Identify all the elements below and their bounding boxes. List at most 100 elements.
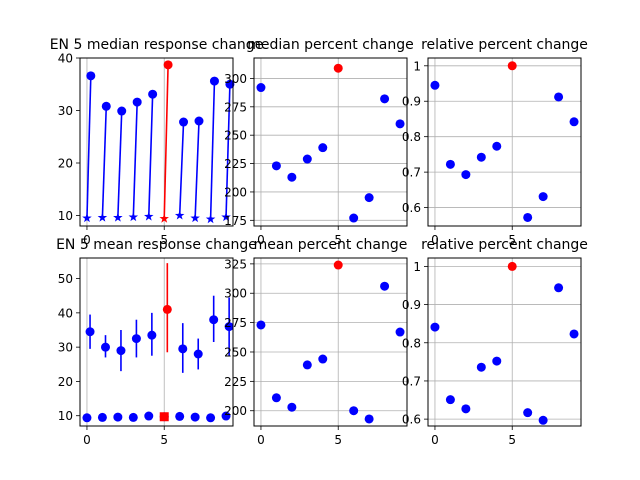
scatter-point (333, 260, 343, 270)
panel-title: median percent change (247, 37, 414, 53)
y-tick-label: 10 (58, 209, 73, 223)
stem-base-marker (221, 212, 231, 222)
y-tick-label: 1 (413, 59, 421, 73)
stem-line (178, 122, 185, 216)
mean-point (209, 315, 219, 325)
y-tick-label: 225 (224, 375, 247, 389)
scatter-point (523, 212, 533, 222)
x-tick-label: 5 (508, 233, 516, 247)
scatter-point (430, 322, 440, 332)
stem-top-marker (101, 101, 111, 111)
stem-line (147, 94, 154, 217)
y-tick-label: 275 (224, 316, 247, 330)
y-tick-label: 325 (224, 257, 247, 271)
y-tick-label: 10 (58, 409, 73, 423)
stem-base-marker (205, 214, 216, 224)
x-tick-label: 0 (431, 433, 439, 447)
chart-panel-4: 0 5 200 225 250 275 300 325 mean percent change (224, 237, 408, 447)
scatter-point (333, 63, 343, 73)
base-point (206, 413, 216, 423)
axes-frame (253, 57, 408, 227)
scatter-point (523, 408, 533, 418)
x-tick-label: 0 (257, 433, 265, 447)
stem-top-marker (163, 60, 173, 70)
scatter-point (380, 94, 390, 104)
scatter-point (364, 193, 374, 203)
y-tick-label: 275 (224, 100, 247, 114)
stem-top-marker (179, 117, 189, 127)
stem-base-marker (159, 213, 169, 223)
scatter-point (256, 320, 266, 330)
y-tick-label: 200 (224, 185, 247, 199)
y-tick-label: 1 (413, 260, 421, 274)
scatter-point (302, 154, 312, 164)
y-tick-label: 40 (58, 306, 73, 320)
y-tick-label: 40 (58, 52, 73, 66)
scatter-point (349, 213, 359, 223)
y-tick-label: 30 (58, 341, 73, 355)
axes-frame (427, 57, 582, 227)
stem-top-marker (86, 71, 96, 81)
stem-line (225, 84, 231, 218)
scatter-point (538, 415, 548, 425)
y-tick-label: 0.9 (402, 298, 421, 312)
x-tick-label: 0 (431, 233, 439, 247)
scatter-point (430, 80, 440, 90)
stem-line (101, 106, 108, 218)
base-point (190, 412, 200, 422)
scatter-point (364, 414, 374, 424)
y-tick-label: 30 (58, 104, 73, 118)
scatter-point (569, 329, 579, 339)
base-point (175, 411, 185, 421)
stem-base-marker (174, 210, 185, 220)
base-point (128, 412, 138, 422)
y-tick-label: 0.6 (402, 413, 421, 427)
y-tick-label: 300 (224, 72, 247, 86)
y-tick-label: 0.8 (402, 336, 421, 350)
panel-title: relative percent change (421, 237, 588, 253)
mean-point (85, 327, 95, 337)
x-tick-label: 0 (83, 233, 91, 247)
panel-title: relative percent change (421, 37, 588, 53)
scatter-point (569, 117, 579, 127)
x-tick-label: 5 (334, 433, 342, 447)
stem-base-marker (97, 212, 108, 222)
panel-title: EN 5 median response change (50, 37, 264, 53)
mean-point (224, 322, 234, 332)
stem-top-marker (225, 79, 235, 89)
y-tick-label: 0.6 (402, 201, 421, 215)
base-point (144, 411, 154, 421)
panel-title: mean percent change (254, 237, 408, 253)
scatter-point (492, 141, 502, 151)
scatter-point (445, 159, 455, 169)
mean-point (178, 344, 188, 354)
y-tick-label: 250 (224, 129, 247, 143)
x-tick-label: 0 (83, 433, 91, 447)
scatter-point (256, 83, 266, 93)
stem-line (86, 75, 92, 219)
stem-top-marker (148, 89, 158, 99)
scatter-point (271, 161, 281, 171)
y-tick-label: 300 (224, 287, 247, 301)
scatter-point (461, 170, 471, 180)
y-tick-label: 20 (58, 375, 73, 389)
scatter-point (302, 360, 312, 370)
stem-top-marker (117, 106, 127, 116)
scatter-point (271, 393, 281, 403)
base-point (97, 412, 107, 422)
axes-frame (427, 257, 582, 427)
y-tick-label: 50 (58, 272, 73, 286)
mean-point (193, 349, 203, 359)
scatter-point (318, 354, 328, 364)
mean-point (162, 304, 172, 314)
stem-base-marker (128, 212, 139, 222)
base-point (82, 413, 92, 423)
scatter-point (507, 261, 517, 271)
stem-line (132, 102, 138, 218)
stem-line (163, 64, 169, 219)
scatter-point (476, 152, 486, 162)
stem-line (209, 81, 216, 220)
